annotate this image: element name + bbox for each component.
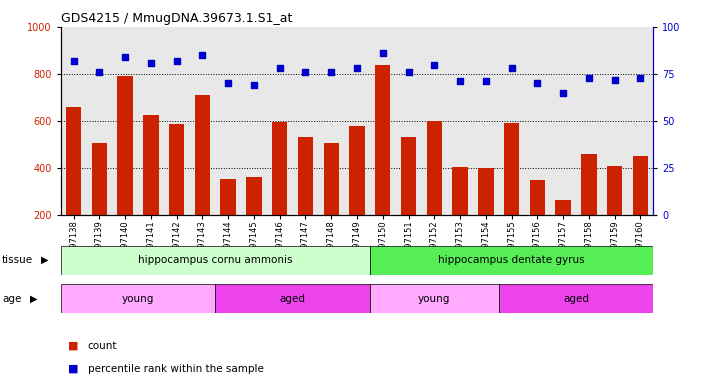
Point (300, 69, 311, 75)
Text: ■: ■ (68, 364, 79, 374)
Bar (117, 76, 133, 215)
Bar (272, 122, 288, 215)
Point (454, 78, 466, 84)
Text: young: young (122, 293, 154, 304)
Text: GDS4215 / MmugDNA.39673.1.S1_at: GDS4215 / MmugDNA.39673.1.S1_at (61, 12, 292, 25)
Bar (323, 143, 339, 215)
Bar (169, 124, 184, 215)
Bar (91, 143, 107, 215)
Point (532, 80, 543, 86)
Point (274, 65, 286, 71)
Text: percentile rank within the sample: percentile rank within the sample (88, 364, 263, 374)
Bar (221, 179, 236, 215)
Text: aged: aged (563, 293, 589, 304)
Bar (61, 284, 216, 313)
Bar (370, 284, 498, 313)
Bar (66, 107, 81, 215)
Bar (349, 126, 365, 215)
Point (506, 65, 518, 71)
Bar (216, 284, 370, 313)
Point (428, 61, 440, 68)
Bar (581, 154, 597, 215)
Bar (607, 166, 623, 215)
Text: young: young (418, 293, 451, 304)
Bar (453, 167, 468, 215)
Point (68, 58, 79, 64)
Point (377, 50, 388, 56)
Text: hippocampus cornu ammonis: hippocampus cornu ammonis (138, 255, 293, 265)
Bar (195, 95, 210, 215)
Bar (370, 246, 653, 275)
Bar (401, 137, 416, 215)
Point (609, 76, 620, 83)
Point (351, 65, 363, 71)
Text: ■: ■ (68, 341, 79, 351)
Point (480, 78, 491, 84)
Bar (555, 200, 571, 215)
Point (223, 80, 234, 86)
Point (635, 74, 646, 81)
Bar (504, 123, 519, 215)
Bar (633, 156, 648, 215)
Point (94, 69, 105, 75)
Text: aged: aged (280, 293, 306, 304)
Point (326, 69, 337, 75)
Text: age: age (2, 293, 21, 304)
Point (558, 90, 569, 96)
Bar (478, 168, 493, 215)
Point (403, 69, 414, 75)
Text: tissue: tissue (2, 255, 34, 265)
Point (248, 82, 260, 88)
Point (119, 54, 131, 60)
Bar (61, 246, 370, 275)
Bar (375, 65, 391, 215)
Bar (246, 177, 261, 215)
Text: hippocampus dentate gyrus: hippocampus dentate gyrus (438, 255, 585, 265)
Point (171, 58, 182, 64)
Bar (143, 115, 159, 215)
Point (583, 74, 595, 81)
Bar (530, 180, 545, 215)
Text: count: count (88, 341, 117, 351)
Bar (498, 284, 653, 313)
Text: ▶: ▶ (41, 255, 49, 265)
Text: ▶: ▶ (30, 293, 38, 304)
Bar (426, 121, 442, 215)
Point (196, 52, 208, 58)
Bar (298, 137, 313, 215)
Point (145, 60, 156, 66)
